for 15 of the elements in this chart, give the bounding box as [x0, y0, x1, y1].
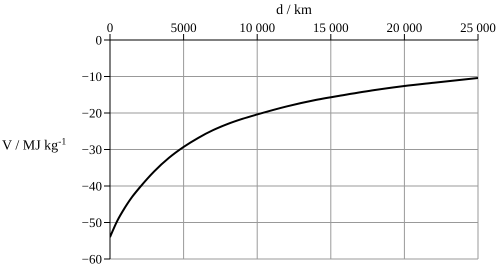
y-tick-label: −50	[82, 215, 102, 230]
y-tick-label: −40	[82, 178, 102, 194]
x-tick-label: 10 000	[239, 20, 276, 35]
x-tick-label: 20 000	[386, 20, 422, 35]
x-tick-label: 15 000	[312, 20, 349, 35]
y-tick-label: −20	[82, 106, 102, 121]
x-tick-label: 0	[106, 20, 114, 35]
y-tick-label: 0	[96, 32, 102, 48]
y-tick-label: −60	[82, 252, 102, 267]
y-tick-label: −10	[82, 69, 102, 84]
x-tick-label: 5000	[170, 20, 197, 35]
y-tick-label: −30	[82, 142, 102, 158]
x-axis-title: d / km	[276, 3, 312, 18]
y-axis-title: V / MJ kg$^{-1}$	[2, 136, 66, 154]
x-tick-label: 25 000	[460, 20, 496, 35]
